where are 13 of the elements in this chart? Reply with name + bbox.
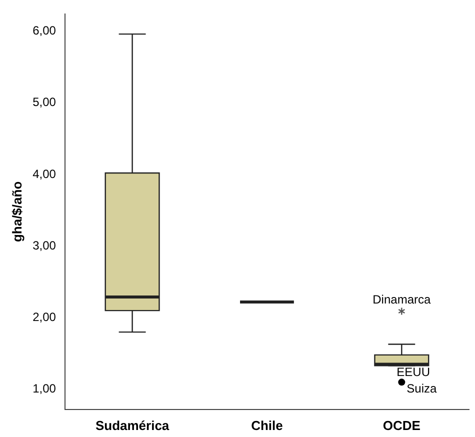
y-tick-label: 4,00 xyxy=(32,166,56,181)
y-tick-label: 6,00 xyxy=(32,24,56,38)
y-tick-label: 3,00 xyxy=(32,238,56,252)
annotation: Suiza xyxy=(406,381,438,396)
y-tick-label: 2,00 xyxy=(32,310,56,324)
y-tick-label: 1,00 xyxy=(32,382,56,396)
x-tick-label: Chile xyxy=(251,418,283,433)
y-axis-title: gha/$/año xyxy=(9,181,24,242)
x-tick-label: Sudamérica xyxy=(95,418,170,433)
annotation: Dinamarca xyxy=(372,292,431,307)
y-tick-label: 5,00 xyxy=(32,95,56,110)
x-tick-label: OCDE xyxy=(382,418,421,433)
annotation: EEUU xyxy=(396,365,430,380)
